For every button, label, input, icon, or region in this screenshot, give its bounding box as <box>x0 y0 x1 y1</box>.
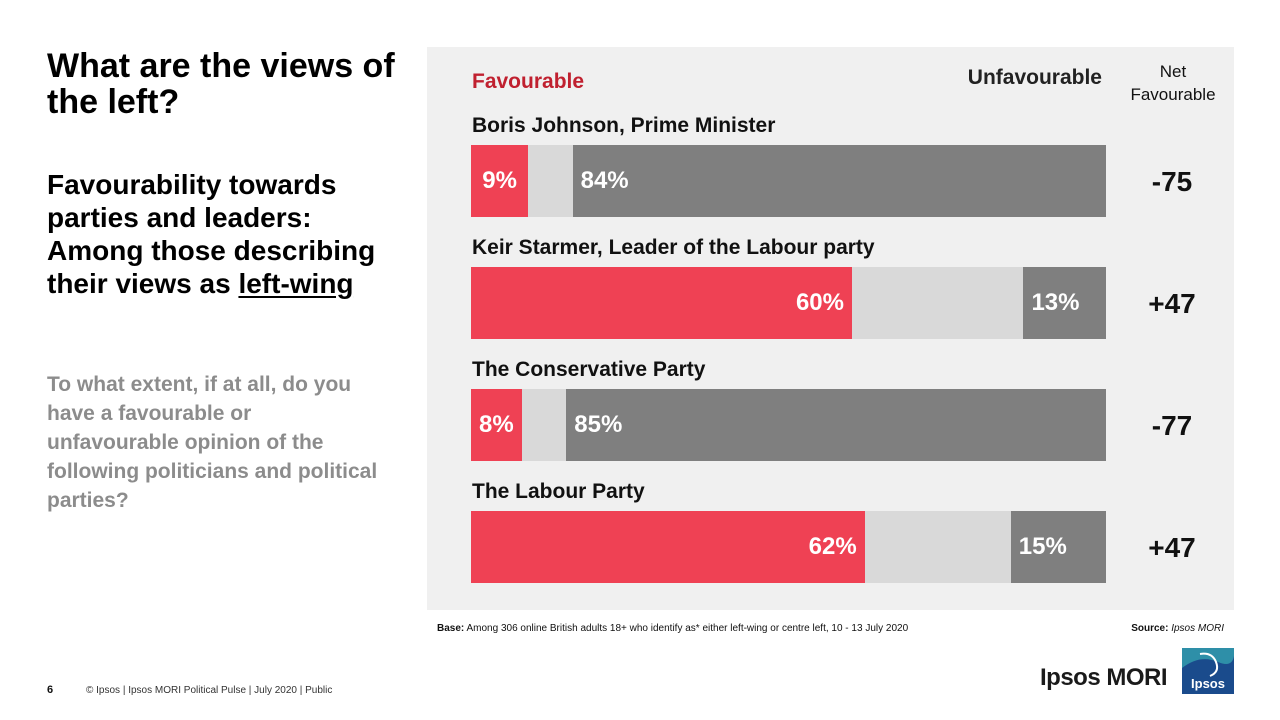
net-favourable-header: Net Favourable <box>1130 62 1216 104</box>
bar-segment-favourable: 62% <box>471 511 865 583</box>
bar-segment-neither <box>521 389 567 461</box>
bar-segment-favourable: 60% <box>471 267 852 339</box>
bar-segment-unfavourable: 13% <box>1023 267 1106 339</box>
source-label: Source: <box>1131 623 1169 634</box>
survey-question: To what extent, if at all, do you have a… <box>47 373 378 512</box>
subtitle-emphasis: left-wing <box>238 268 354 299</box>
bar-segment-favourable: 9% <box>471 145 529 217</box>
legend-favourable: Favourable <box>472 70 585 93</box>
base-label: Base: <box>437 623 465 634</box>
bar-segment-neither <box>528 145 573 217</box>
net-value-boris-johnson: -75 <box>1151 166 1193 197</box>
bar-keir-starmer: 60% 13% <box>471 267 1106 339</box>
logo-wordmark: Ipsos MORI <box>1040 664 1168 691</box>
bar-segment-unfavourable: 15% <box>1010 511 1106 583</box>
logo-badge-svg: Ipsos <box>1182 648 1234 694</box>
data-label-unfavourable: 15% <box>1018 533 1067 560</box>
source-text: Ipsos MORI <box>1171 623 1224 634</box>
bar-labour-party: 62% 15% <box>471 511 1106 583</box>
net-value-keir-starmer: +47 <box>1148 288 1196 319</box>
data-label-favourable: 62% <box>808 533 857 560</box>
page-number: 6 <box>47 684 54 696</box>
net-value-conservative-party: -77 <box>1151 410 1193 441</box>
chart-subtitle: Favourability towards parties and leader… <box>47 168 407 300</box>
bar-segment-unfavourable: 84% <box>572 145 1106 217</box>
logo-badge-text: Ipsos <box>1191 676 1225 691</box>
base-text: Among 306 online British adults 18+ who … <box>466 623 909 634</box>
subtitle-text: Favourability towards parties and leader… <box>47 169 376 299</box>
bar-segment-favourable: 8% <box>471 389 522 461</box>
bar-segment-unfavourable: 85% <box>566 389 1106 461</box>
base-footnote: Base: Among 306 online British adults 18… <box>437 623 908 634</box>
row-label-keir-starmer: Keir Starmer, Leader of the Labour party <box>472 236 875 259</box>
data-label-favourable: 8% <box>479 411 514 438</box>
legend-unfavourable: Unfavourable <box>967 66 1102 89</box>
data-label-unfavourable: 85% <box>574 411 623 438</box>
bar-segment-neither <box>864 511 1011 583</box>
data-label-favourable: 9% <box>482 167 517 194</box>
bar-boris-johnson: 9% 84% <box>471 145 1106 217</box>
data-label-unfavourable: 84% <box>580 167 629 194</box>
bar-segment-neither <box>852 267 1024 339</box>
data-label-favourable: 60% <box>795 289 844 316</box>
row-label-conservative-party: The Conservative Party <box>472 358 706 381</box>
row-label-boris-johnson: Boris Johnson, Prime Minister <box>472 114 776 137</box>
ipsos-logo-icon: Ipsos <box>1182 648 1234 694</box>
row-label-labour-party: The Labour Party <box>472 480 645 503</box>
net-value-labour-party: +47 <box>1148 532 1196 563</box>
page-title: What are the views of the left? <box>47 47 395 121</box>
footer-text: © Ipsos | Ipsos MORI Political Pulse | J… <box>86 685 333 696</box>
source-footnote: Source: Ipsos MORI <box>1060 623 1224 634</box>
data-label-unfavourable: 13% <box>1031 289 1080 316</box>
bar-conservative-party: 8% 85% <box>471 389 1106 461</box>
